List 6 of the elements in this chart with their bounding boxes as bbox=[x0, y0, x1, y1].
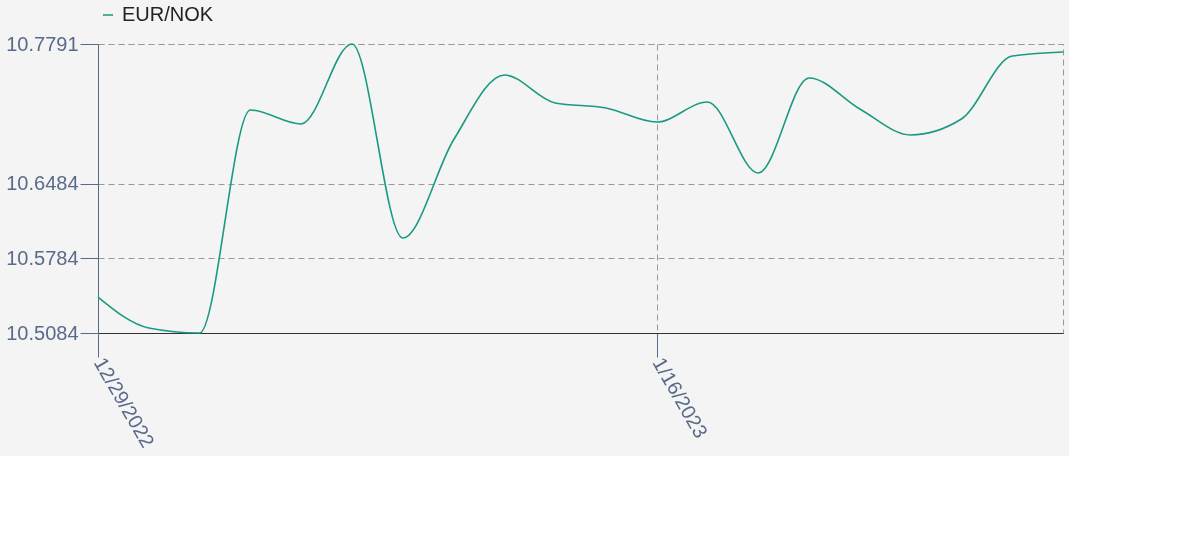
y-tick-label: 10.5084 bbox=[6, 321, 79, 344]
y-tick-label: 10.6484 bbox=[6, 172, 79, 195]
y-tick-label: 10.5784 bbox=[6, 246, 79, 269]
line-series bbox=[97, 43, 1064, 334]
y-tick-label: 10.7791 bbox=[6, 32, 79, 55]
legend-label: EUR/NOK bbox=[122, 3, 214, 25]
